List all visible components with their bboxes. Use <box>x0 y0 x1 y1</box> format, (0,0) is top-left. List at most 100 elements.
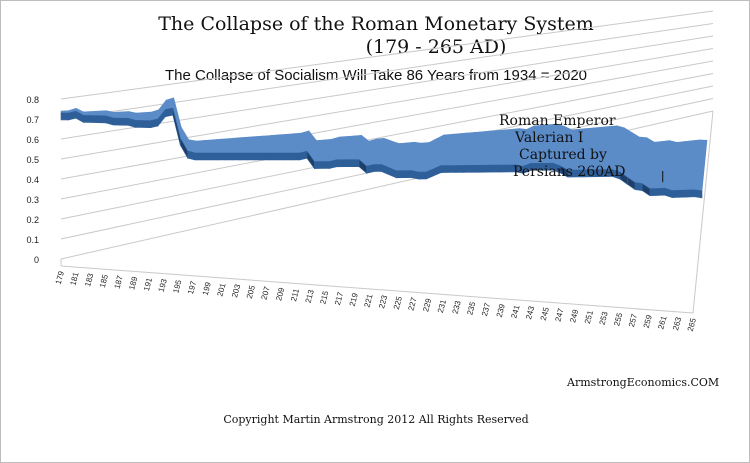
ribbon-top-segment <box>142 111 152 122</box>
ribbon-front-segment <box>373 164 382 172</box>
ribbon-front-segment <box>299 150 308 161</box>
x-tick-label: 193 <box>157 277 169 293</box>
ribbon-front-segment <box>224 152 233 161</box>
ribbon-front-segment <box>396 170 405 179</box>
y-tick-label: 0.6 <box>26 135 39 145</box>
ribbon-front-segment <box>276 152 285 161</box>
ribbon-front-segment <box>418 171 427 180</box>
chart-title-years: (179 - 265 AD) <box>365 36 507 58</box>
chart-title: The Collapse of the Roman Monetary Syste… <box>158 13 594 35</box>
gridline <box>60 35 714 140</box>
ribbon-front-segment <box>239 152 248 161</box>
ribbon-top-segment <box>120 111 129 119</box>
x-tick-label: 245 <box>539 306 551 322</box>
ribbon-top-segment <box>202 139 212 154</box>
ribbon-front-segment <box>485 164 494 173</box>
gridline <box>60 23 714 120</box>
gridline <box>60 48 714 160</box>
x-tick-label: 257 <box>627 312 639 328</box>
x-tick-label: 223 <box>377 294 389 310</box>
x-tick-label: 203 <box>230 283 242 299</box>
ribbon-front-segment <box>112 117 121 126</box>
ribbon-top-segment <box>135 112 144 121</box>
chart-subtitle: The Collapse of Socialism Will Take 86 Y… <box>164 67 588 84</box>
ribbon-top-segment <box>194 140 205 154</box>
gridline <box>60 10 714 100</box>
x-tick-label: 215 <box>318 289 330 305</box>
x-tick-label: 207 <box>260 285 272 301</box>
x-tick-label: 187 <box>113 274 125 290</box>
ribbon-front-segment <box>165 107 174 118</box>
x-tick-label: 213 <box>304 288 316 304</box>
x-tick-label: 247 <box>554 307 566 323</box>
x-tick-label: 253 <box>598 310 610 326</box>
x-tick-label: 241 <box>509 304 521 320</box>
ribbon-front-segment <box>314 161 323 169</box>
y-tick-label: 0 <box>34 255 39 265</box>
ribbon-front-segment <box>455 165 464 173</box>
ribbon-front-segment <box>284 152 293 161</box>
x-tick-label: 229 <box>421 297 433 313</box>
annotation-line-4: Persians 260AD <box>513 164 626 180</box>
x-tick-label: 259 <box>642 313 654 329</box>
annotation-line-3: Captured by <box>519 147 607 163</box>
x-tick-label: 255 <box>612 311 624 327</box>
x-tick-label: 205 <box>245 284 257 300</box>
x-tick-label: 227 <box>407 296 419 312</box>
ribbon-front-segment <box>135 120 144 128</box>
ribbon-front-segment <box>98 115 106 124</box>
x-tick-label: 251 <box>583 309 595 325</box>
ribbon-front-segment <box>671 189 680 198</box>
x-tick-label: 221 <box>362 293 374 309</box>
x-tick-label: 237 <box>480 301 492 317</box>
x-tick-label: 217 <box>333 290 345 306</box>
x-tick-label: 185 <box>98 273 110 289</box>
x-tick-label: 263 <box>671 316 683 332</box>
ribbon-front-segment <box>232 152 241 161</box>
annotation-line-1: Roman Emperor <box>499 113 616 129</box>
x-tick-label: 199 <box>201 281 213 297</box>
x-tick-label: 183 <box>83 272 95 288</box>
watermark: ArmstrongEconomics.COM <box>567 376 720 389</box>
ribbon-front-segment <box>321 161 330 169</box>
x-tick-label: 179 <box>54 270 66 286</box>
ribbon-front-segment <box>686 189 695 198</box>
ribbon-front-segment <box>366 164 375 174</box>
x-tick-label: 191 <box>142 276 154 292</box>
ribbon-front-segment <box>328 159 338 169</box>
copyright: Copyright Martin Armstrong 2012 All Righ… <box>223 413 529 426</box>
x-tick-label: 195 <box>171 278 183 294</box>
ribbon-top-segment <box>187 139 197 154</box>
x-tick-label: 225 <box>392 295 404 311</box>
x-tick-label: 261 <box>656 314 668 330</box>
ribbon-front-segment <box>90 115 99 124</box>
ribbon-front-segment <box>470 165 479 173</box>
y-tick-label: 0.5 <box>26 155 39 165</box>
y-tick-label: 0.3 <box>26 195 39 205</box>
ribbon-front-segment <box>60 112 69 121</box>
y-tick-label: 0.2 <box>26 215 39 225</box>
ribbon-front-segment <box>463 164 472 173</box>
x-tick-label: 209 <box>274 286 286 302</box>
floor-edge <box>692 110 714 314</box>
ribbon-front-segment <box>649 188 658 197</box>
annotation-line-2: Valerian I <box>515 130 584 146</box>
gridline <box>60 73 714 200</box>
ribbon-front-segment <box>194 152 203 161</box>
x-tick-label: 239 <box>495 302 507 318</box>
ribbon-front-segment <box>448 165 457 173</box>
y-tick-label: 0.1 <box>26 235 39 245</box>
floor-edge <box>60 265 694 314</box>
x-tick-label: 265 <box>686 317 698 333</box>
ribbon-front-segment <box>83 115 92 123</box>
ribbon-front-segment <box>261 152 271 161</box>
x-tick-label: 189 <box>127 275 139 291</box>
ribbon-front-segment <box>694 189 703 199</box>
ribbon-front-segment <box>500 164 509 173</box>
ribbon-front-segment <box>403 170 412 179</box>
ribbon-top-segment <box>83 111 92 116</box>
ribbon-front-segment <box>440 165 449 173</box>
ribbon-front-segment <box>634 182 643 192</box>
